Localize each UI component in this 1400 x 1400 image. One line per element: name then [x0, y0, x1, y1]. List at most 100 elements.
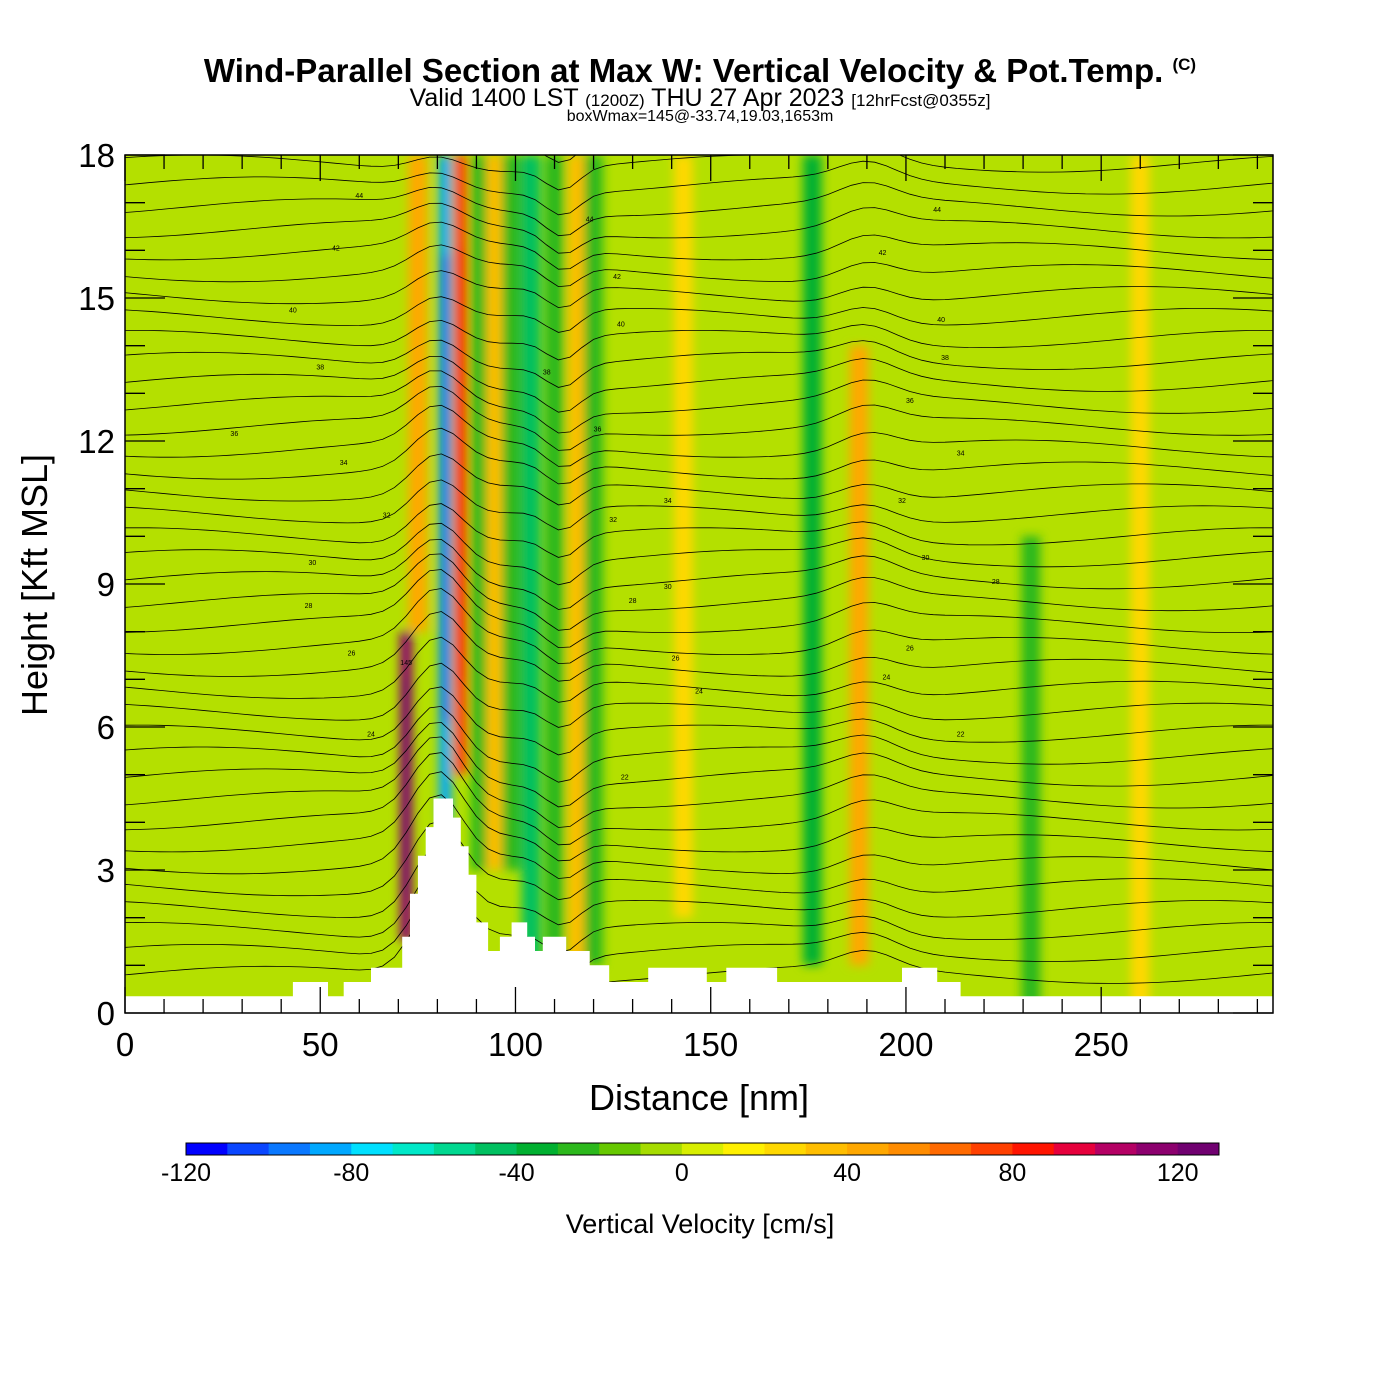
isentrope-label: 24	[695, 689, 703, 696]
isentrope-label: 40	[937, 317, 945, 324]
colorbar-tick-label: 120	[1157, 1159, 1199, 1187]
velocity-band	[1021, 536, 1041, 1013]
isentrope-label: 36	[594, 426, 602, 433]
colorbar: -120 -80 -40 0 40 80 120	[161, 1142, 1220, 1187]
y-tick-label: 3	[97, 852, 115, 889]
isentrope-line	[125, 503, 1273, 558]
colorbar-swatch	[351, 1143, 394, 1155]
isentrope-line	[125, 869, 1273, 953]
valid-date: THU 27 Apr 2023	[651, 84, 845, 112]
isentrope-label: 44	[355, 193, 363, 200]
colorbar-swatch	[227, 1143, 270, 1155]
isentrope-line	[125, 522, 1273, 586]
forecast-info: [12hrFcst@0355z]	[851, 91, 991, 110]
isentrope-line	[125, 385, 1273, 451]
isentrope-label: 34	[957, 450, 965, 457]
isentrope-label: 42	[879, 250, 887, 257]
isentrope-label: 24	[883, 674, 891, 681]
colorbar-tick-label: -80	[333, 1159, 369, 1187]
colorbar-swatch	[475, 1143, 518, 1155]
chart-title-main: Wind-Parallel Section at Max W: Vertical…	[203, 52, 1164, 89]
isentrope-line	[125, 404, 1273, 467]
terrain	[125, 798, 1273, 1013]
isentrope-line	[125, 569, 1273, 649]
x-tick-label: 250	[1074, 1026, 1129, 1063]
isentrope-label: 36	[230, 431, 238, 438]
colorbar-swatch	[433, 1143, 476, 1155]
chart-subtitle: Valid 1400 LST (1200Z) THU 27 Apr 2023 […	[0, 84, 1400, 113]
isentrope-label: 38	[316, 365, 324, 372]
isentrope-line	[125, 319, 1273, 361]
isentrope-line	[125, 553, 1273, 631]
velocity-band	[568, 155, 588, 966]
isentrope-line	[125, 636, 1273, 703]
valid-time: Valid 1400 LST	[409, 84, 579, 112]
isentrope-line	[125, 889, 1273, 981]
velocity-core	[403, 678, 409, 896]
isentrope-label: 32	[383, 512, 391, 519]
velocity-bands	[399, 155, 1150, 1013]
colorbar-tick-label: 80	[998, 1159, 1026, 1187]
isentrope-line	[125, 356, 1273, 413]
colorbar-swatch	[599, 1143, 642, 1155]
colorbar-frame	[185, 1142, 1220, 1156]
isentrope-line	[125, 538, 1273, 610]
isentrope-label: 26	[672, 655, 680, 662]
isentrope-label: 42	[332, 245, 340, 252]
isentrope-label: 26	[906, 646, 914, 653]
velocity-core	[442, 255, 448, 723]
x-tick-label: 200	[878, 1026, 933, 1063]
x-axis: 0 50 100 150 200 250	[116, 155, 1259, 1063]
colorbar-tick-label: 40	[833, 1159, 861, 1187]
isentrope-line	[125, 339, 1273, 388]
isentrope-line	[125, 296, 1273, 333]
isentrope-label: 40	[289, 307, 297, 314]
box-max-info: boxWmax=145@-33.74,19.03,1653m	[566, 108, 834, 125]
isentrope-line	[125, 155, 1273, 191]
velocity-core	[458, 247, 464, 682]
isentrope-label: 42	[613, 274, 621, 281]
colorbar-swatch	[681, 1143, 724, 1155]
y-tick-label: 18	[78, 137, 115, 174]
colorbar-swatch	[1012, 1143, 1055, 1155]
isentrope-label: 30	[664, 584, 672, 591]
isentrope-label: 145	[400, 660, 412, 667]
chart-title: Wind-Parallel Section at Max W: Vertical…	[0, 52, 1400, 90]
isentrope-line	[125, 736, 1273, 828]
isentrope-line	[125, 202, 1273, 254]
isentrope-label: 22	[957, 732, 965, 739]
colorbar-swatch	[640, 1143, 683, 1155]
isentrope-line	[125, 479, 1273, 531]
plot-area: 44 42 40 38 36 34 32 30 28 26 24 145 44 42 40 38 36 34 32 3…	[125, 110, 1273, 1013]
velocity-band	[584, 155, 603, 966]
velocity-band	[470, 155, 490, 870]
colorbar-swatch	[971, 1143, 1013, 1155]
y-tick-label: 15	[78, 280, 115, 317]
isentrope-line	[125, 110, 1273, 135]
x-tick-label: 150	[683, 1026, 738, 1063]
x-tick-label: 100	[488, 1026, 543, 1063]
isentrope-line	[125, 820, 1273, 901]
copyright-mark: (C)	[1172, 55, 1197, 74]
velocity-band	[486, 155, 506, 870]
isentrope-line	[125, 686, 1273, 756]
isentrope-label: 38	[941, 355, 949, 362]
colorbar-title: Vertical Velocity [cm/s]	[566, 1209, 835, 1239]
valid-time-zulu: (1200Z)	[585, 91, 645, 110]
isentrope-label: 30	[922, 555, 930, 562]
isentrope-label: 30	[309, 560, 317, 567]
x-tick-label: 0	[116, 1026, 134, 1063]
isentrope-label: 34	[664, 498, 672, 505]
colorbar-swatch	[557, 1143, 600, 1155]
colorbar-tick-label: -40	[498, 1159, 534, 1187]
colorbar-swatch	[309, 1143, 352, 1155]
isentrope-line	[125, 221, 1273, 270]
y-tick-label: 6	[97, 709, 115, 746]
isentrope-label: 34	[340, 460, 348, 467]
colorbar-swatch	[847, 1143, 889, 1155]
isentrope-labels: 44 42 40 38 36 34 32 30 28 26 24 145 44 42 40 38 36 34 32 3…	[230, 193, 999, 782]
isentrope-line	[125, 453, 1273, 506]
isentrope-line	[125, 771, 1273, 862]
